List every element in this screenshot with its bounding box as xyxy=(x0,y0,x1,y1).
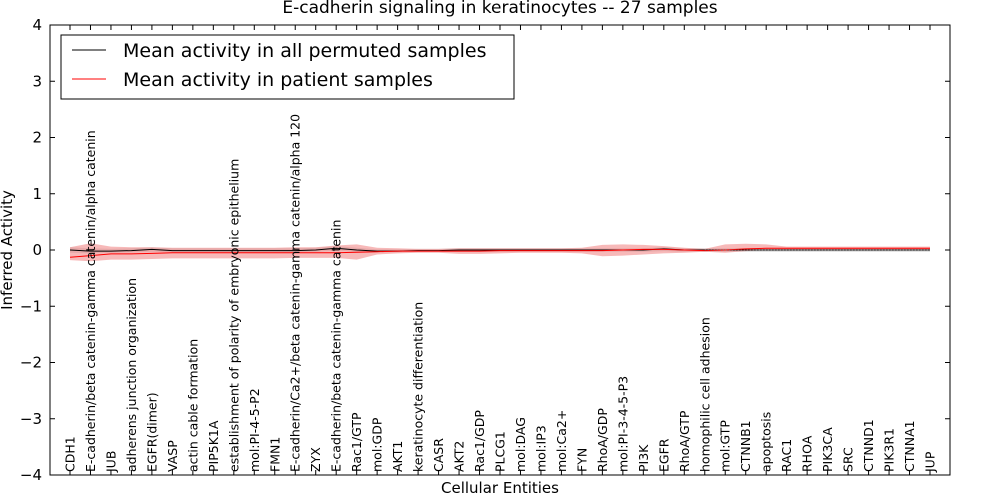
x-tick-label: CDH1 xyxy=(63,436,78,472)
x-tick-label: ZYX xyxy=(308,447,323,472)
x-tick-label: PI3K xyxy=(636,444,651,472)
series-line-1 xyxy=(69,247,930,258)
y-tick-label: −4 xyxy=(20,466,42,484)
chart-title: E-cadherin signaling in keratinocytes --… xyxy=(282,0,717,18)
y-tick-label: −1 xyxy=(20,297,42,315)
x-tick-label: VASP xyxy=(165,440,180,472)
legend-label-permuted: Mean activity in all permuted samples xyxy=(123,40,486,62)
x-axis: CDH1 E-cadherin/beta catenin-gamma cateni… xyxy=(63,25,938,475)
x-tick-label: mol:PI-3-4-5-P3 xyxy=(615,376,630,472)
y-tick-label: −2 xyxy=(20,354,42,372)
x-tick-label: AKT1 xyxy=(390,441,405,472)
x-tick-label: mol:GTP xyxy=(718,420,733,472)
y-tick-label: 2 xyxy=(32,129,42,147)
legend-label-patient: Mean activity in patient samples xyxy=(123,69,433,91)
y-tick-label: 1 xyxy=(32,185,42,203)
x-tick-label: actin cable formation xyxy=(185,339,200,472)
x-tick-label: RAC1 xyxy=(779,439,794,472)
x-tick-label: EGFR(dimer) xyxy=(144,392,159,472)
x-tick-label: keratinocyte differentiation xyxy=(411,302,426,472)
x-tick-label: FMN1 xyxy=(267,437,282,472)
x-tick-label: RhoA/GTP xyxy=(677,410,692,472)
y-axis-label: Inferred Activity xyxy=(0,190,16,310)
x-tick-label: RHOA xyxy=(800,435,815,472)
x-tick-label: E-cadherin/beta catenin-gamma catenin xyxy=(329,220,344,472)
y-tick-label: 0 xyxy=(32,241,42,259)
x-tick-label: apoptosis xyxy=(759,412,774,472)
x-tick-label: mol:GDP xyxy=(370,417,385,472)
series-band-1 xyxy=(70,243,930,262)
x-tick-label: PIP5K1A xyxy=(206,420,221,472)
x-tick-label: adherens junction organization xyxy=(124,278,139,472)
x-tick-label: CTNNA1 xyxy=(902,420,917,472)
x-tick-label: AKT2 xyxy=(452,441,467,472)
x-tick-label: PLCG1 xyxy=(493,431,508,472)
y-tick-label: 3 xyxy=(32,72,42,90)
y-tick-label: 4 xyxy=(32,16,42,34)
x-tick-label: homophilic cell adhesion xyxy=(697,317,712,472)
x-tick-label: mol:DAG xyxy=(513,417,528,472)
x-tick-label: establishment of polarity of embryonic e… xyxy=(226,159,241,472)
x-tick-label: mol:PI-4-5-P2 xyxy=(247,388,262,472)
x-tick-label: JUP xyxy=(923,451,938,473)
x-tick-label: CTNND1 xyxy=(861,419,876,472)
series-lines xyxy=(69,247,930,258)
x-tick-label: mol:IP3 xyxy=(533,425,548,472)
x-tick-label: CTNNB1 xyxy=(738,420,753,472)
x-tick-label: mol:Ca2+ xyxy=(554,410,569,472)
x-tick-label: E-cadherin/beta catenin-gamma catenin/al… xyxy=(83,130,98,472)
x-tick-label: PIK3R1 xyxy=(882,428,897,472)
x-tick-label: FYN xyxy=(574,448,589,472)
y-tick-label: −3 xyxy=(20,410,42,428)
x-tick-label: CASR xyxy=(431,438,446,472)
x-tick-label: PIK3CA xyxy=(820,427,835,472)
x-tick-label: E-cadherin/Ca2+/beta catenin-gamma caten… xyxy=(288,114,303,472)
legend-box xyxy=(60,34,515,100)
x-tick-label: SRC xyxy=(841,447,856,472)
x-tick-label: Rac1/GTP xyxy=(349,412,364,472)
y-axis: −4 −3 −2 −1 0 1 2 3 4 xyxy=(20,16,950,484)
legend: Mean activity in all permuted samples Me… xyxy=(60,34,515,100)
x-tick-label: Rac1/GDP xyxy=(472,410,487,472)
x-tick-label: JUB xyxy=(103,451,118,473)
x-tick-label: EGFR xyxy=(656,438,671,472)
x-tick-label: RhoA/GDP xyxy=(595,408,610,472)
x-axis-label: Cellular Entities xyxy=(441,479,559,497)
